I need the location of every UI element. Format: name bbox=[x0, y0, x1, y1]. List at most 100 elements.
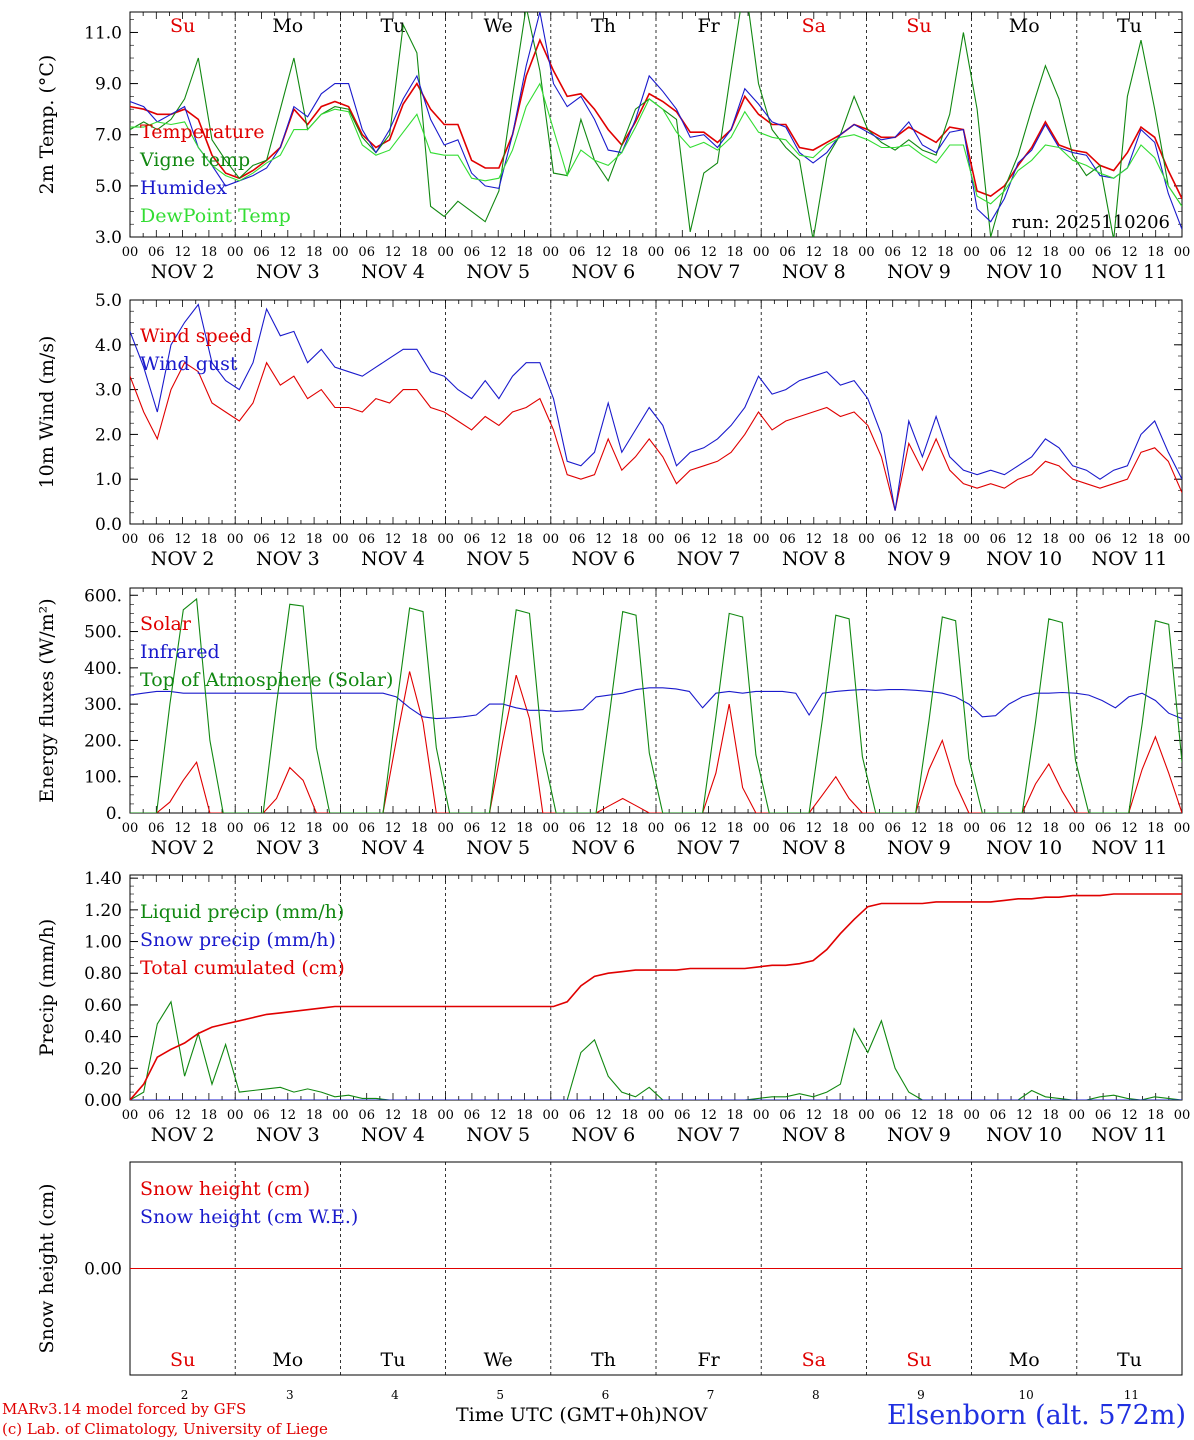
legend-entry: Wind gust bbox=[140, 353, 238, 375]
y-tick-label: 0.80 bbox=[84, 964, 122, 984]
hour-tick-label: 18 bbox=[306, 532, 323, 547]
hour-tick-label: 00 bbox=[963, 1108, 980, 1123]
hour-tick-label: 00 bbox=[227, 245, 244, 260]
hour-tick-label: 00 bbox=[332, 245, 349, 260]
hour-tick-label: 18 bbox=[201, 1108, 218, 1123]
y-tick-label: 500. bbox=[84, 623, 122, 643]
station-name: Elsenborn (alt. 572m) bbox=[887, 1400, 1186, 1431]
hour-tick-label: 18 bbox=[1042, 821, 1059, 836]
hour-tick-label: 12 bbox=[595, 532, 612, 547]
day-label: NOV 9 bbox=[887, 261, 951, 283]
hour-tick-label: 18 bbox=[306, 821, 323, 836]
hour-tick-label: 00 bbox=[753, 1108, 770, 1123]
day-label: NOV 8 bbox=[782, 837, 846, 859]
hour-tick-label: 12 bbox=[595, 1108, 612, 1123]
hour-tick-label: 18 bbox=[937, 532, 954, 547]
hour-tick-label: 06 bbox=[1095, 532, 1112, 547]
time-axis-text: Time UTC (GMT+0h) bbox=[456, 1404, 662, 1426]
hour-tick-label: 12 bbox=[806, 821, 823, 836]
hour-tick-label: 00 bbox=[1069, 1108, 1086, 1123]
hour-tick-label: 12 bbox=[806, 245, 823, 260]
hour-tick-label: 12 bbox=[174, 1108, 191, 1123]
hour-tick-label: 00 bbox=[1069, 245, 1086, 260]
hour-tick-label: 12 bbox=[700, 245, 717, 260]
hour-tick-label: 00 bbox=[332, 532, 349, 547]
hour-tick-label: 18 bbox=[516, 821, 533, 836]
hour-tick-label: 18 bbox=[727, 1108, 744, 1123]
y-axis-label: Energy fluxes (W/m²) bbox=[36, 598, 58, 802]
legend-entry: Snow height (cm) bbox=[140, 1178, 310, 1200]
y-tick-label: 0.00 bbox=[84, 1260, 122, 1280]
day-label: NOV 3 bbox=[256, 548, 320, 570]
legend-entry: Liquid precip (mm/h) bbox=[140, 901, 344, 923]
day-label: NOV 2 bbox=[151, 837, 215, 859]
hour-tick-label: 18 bbox=[1042, 532, 1059, 547]
legend-entry: Vigne temp bbox=[139, 149, 250, 171]
hour-tick-label: 06 bbox=[674, 532, 691, 547]
hour-tick-label: 00 bbox=[963, 245, 980, 260]
hour-tick-label: 06 bbox=[464, 821, 481, 836]
hour-tick-label: 06 bbox=[1095, 1108, 1112, 1123]
hour-tick-label: 18 bbox=[727, 821, 744, 836]
hour-tick-label: 12 bbox=[174, 245, 191, 260]
legend-entry: Total cumulated (cm) bbox=[140, 957, 345, 979]
y-tick-label: 1.00 bbox=[84, 933, 122, 953]
y-tick-label: 3.0 bbox=[95, 228, 122, 248]
hour-tick-label: 06 bbox=[464, 245, 481, 260]
hour-tick-label: 06 bbox=[569, 245, 586, 260]
day-number: 7 bbox=[707, 1388, 715, 1402]
hour-tick-label: 06 bbox=[779, 821, 796, 836]
hour-tick-label: 12 bbox=[806, 532, 823, 547]
series-line-top-of-atmosphere-solar- bbox=[130, 597, 1182, 813]
hour-tick-label: 06 bbox=[884, 821, 901, 836]
hour-tick-label: 12 bbox=[700, 821, 717, 836]
day-number: 8 bbox=[812, 1388, 820, 1402]
y-tick-label: 400. bbox=[84, 659, 122, 679]
hour-tick-label: 18 bbox=[1147, 245, 1164, 260]
day-number: 10 bbox=[1019, 1388, 1034, 1402]
hour-tick-label: 18 bbox=[1147, 821, 1164, 836]
weekday-label: Fr bbox=[697, 15, 720, 37]
hour-tick-label: 12 bbox=[911, 532, 928, 547]
hour-tick-label: 12 bbox=[1016, 245, 1033, 260]
y-tick-label: 5.0 bbox=[95, 177, 122, 197]
day-number: 2 bbox=[181, 1388, 189, 1402]
weekday-label: Sa bbox=[802, 15, 826, 37]
y-tick-label: 1.40 bbox=[84, 869, 122, 889]
hour-tick-label: 12 bbox=[1121, 1108, 1138, 1123]
hour-tick-label: 06 bbox=[253, 821, 270, 836]
day-label: NOV 9 bbox=[887, 1124, 951, 1146]
hour-tick-label: 06 bbox=[358, 1108, 375, 1123]
hour-tick-label: 18 bbox=[516, 1108, 533, 1123]
hour-tick-label: 18 bbox=[621, 821, 638, 836]
day-label: NOV 7 bbox=[677, 548, 741, 570]
hour-tick-label: 00 bbox=[332, 1108, 349, 1123]
hour-tick-label: 12 bbox=[911, 1108, 928, 1123]
hour-tick-label: 00 bbox=[1174, 532, 1191, 547]
hour-tick-label: 06 bbox=[569, 821, 586, 836]
hour-tick-label: 12 bbox=[1016, 532, 1033, 547]
day-label: NOV 9 bbox=[887, 837, 951, 859]
hour-tick-label: 06 bbox=[884, 1108, 901, 1123]
day-label: NOV 8 bbox=[782, 1124, 846, 1146]
hour-tick-label: 00 bbox=[227, 821, 244, 836]
hour-tick-label: 18 bbox=[411, 1108, 428, 1123]
day-label: NOV 3 bbox=[256, 1124, 320, 1146]
day-label: NOV 5 bbox=[466, 261, 530, 283]
hour-tick-label: 00 bbox=[963, 532, 980, 547]
series-line-total-cumulated-cm- bbox=[130, 893, 1182, 1100]
y-axis-label: Precip (mm/h) bbox=[36, 919, 58, 1057]
y-axis-label: 10m Wind (m/s) bbox=[36, 336, 58, 489]
hour-tick-label: 06 bbox=[358, 532, 375, 547]
day-label: NOV 4 bbox=[361, 837, 425, 859]
day-label: NOV 10 bbox=[986, 261, 1062, 283]
legend-entry: Snow height (cm W.E.) bbox=[140, 1206, 358, 1228]
legend-entry: Wind speed bbox=[140, 325, 252, 347]
hour-tick-label: 00 bbox=[648, 1108, 665, 1123]
hour-tick-label: 06 bbox=[674, 821, 691, 836]
hour-tick-label: 12 bbox=[1121, 245, 1138, 260]
hour-tick-label: 06 bbox=[990, 532, 1007, 547]
day-label: NOV 11 bbox=[1091, 548, 1167, 570]
hour-tick-label: 00 bbox=[648, 245, 665, 260]
